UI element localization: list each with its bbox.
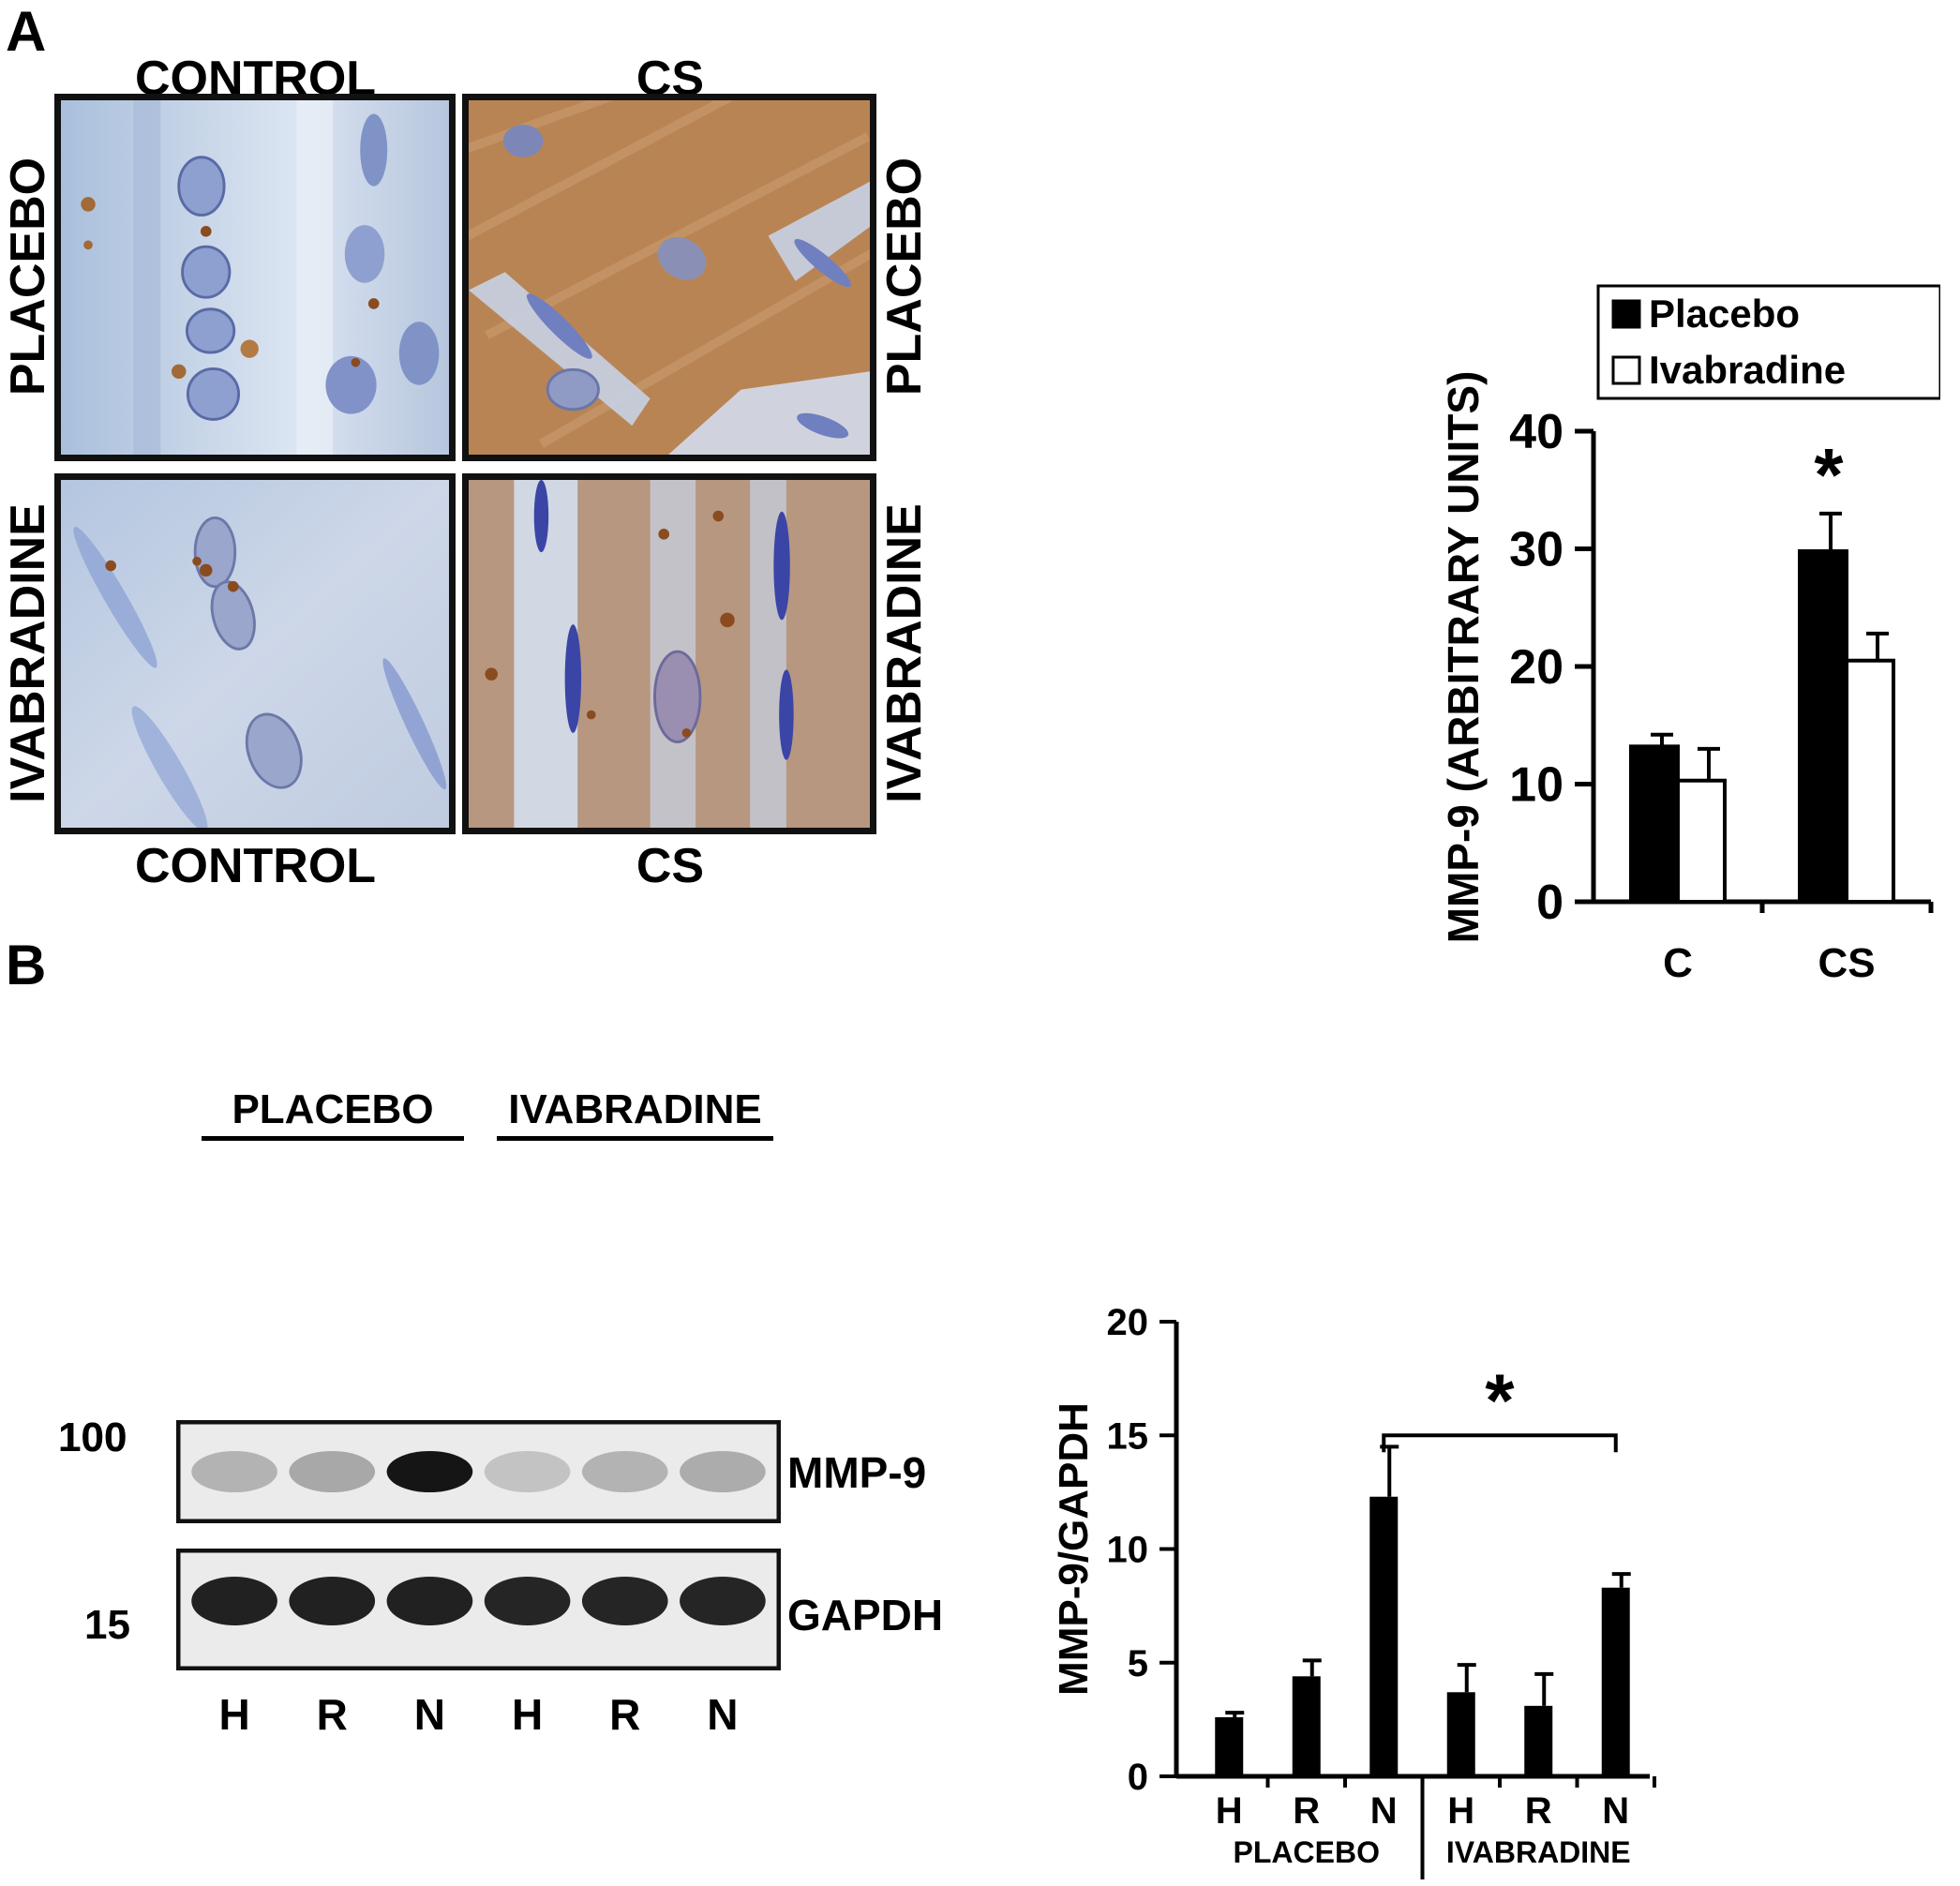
lane-label: H — [511, 1690, 544, 1739]
row-label-ivabradine-left: IVABRADINE — [1, 503, 55, 803]
y-tick-label: 40 — [1509, 405, 1564, 459]
micrograph-cs-ivabradine — [462, 473, 876, 834]
panel-b-letter: B — [6, 934, 47, 996]
row-label-ivabradine-right-box: IVABRADINE — [876, 473, 933, 834]
bar-n-2 — [1369, 1496, 1399, 1776]
mmp9-frame — [176, 1420, 781, 1523]
mmp9-band — [289, 1451, 376, 1492]
row-label-ivabradine-right: IVABRADINE — [877, 503, 932, 803]
lane-label: R — [316, 1690, 348, 1739]
lane-label: R — [609, 1690, 641, 1739]
y-tick-label: 15 — [1107, 1415, 1149, 1457]
lane-label: N — [707, 1690, 739, 1739]
chart-mmp9-arbitrary-units: 0 10 20 30 40 MMP-9 (ARBITRARY UNITS) C CS * Plac… — [1439, 284, 1940, 986]
y-tick-label: 30 — [1509, 523, 1564, 577]
blot-mmp9 — [176, 1420, 781, 1523]
legend-box — [1596, 284, 1940, 400]
blot-label-mmp9: MMP-9 — [787, 1448, 927, 1497]
gapdh-band — [581, 1577, 668, 1625]
bar-h-3 — [1446, 1692, 1475, 1776]
mmp9-band — [191, 1451, 277, 1492]
y-axis-label: MMP-9/GAPDH — [1051, 1402, 1097, 1696]
y-tick-label: 5 — [1128, 1643, 1148, 1684]
micrograph-cs-placebo — [462, 94, 876, 461]
y-axis-label: MMP-9 (ARBITRARY UNITS) — [1439, 371, 1488, 944]
legend-label-placebo: Placebo — [1649, 292, 1800, 336]
row-label-placebo-left: PLACEBO — [1, 157, 55, 397]
row-label-placebo-left-box: PLACEBO — [0, 94, 56, 459]
lane-label: N — [413, 1690, 446, 1739]
mmp9-band — [484, 1451, 571, 1492]
significance-asterisk: * — [1485, 1358, 1515, 1442]
gapdh-frame — [176, 1549, 781, 1670]
gapdh-band — [386, 1577, 473, 1625]
col-label-cs-bottom: CS — [636, 839, 705, 893]
bar-ivabradine-cs — [1845, 658, 1895, 904]
blot-group-line-ivabradine — [497, 1136, 773, 1141]
bar-ivabradine-c — [1676, 778, 1727, 904]
blot-label-gapdh: GAPDH — [787, 1591, 944, 1639]
blot-group-label-placebo: PLACEBO — [232, 1086, 434, 1132]
x-tick-label: H — [1447, 1790, 1474, 1832]
significance-bracket — [1382, 1433, 1618, 1453]
legend-label-ivabradine: Ivabradine — [1649, 348, 1846, 392]
y-tick-label: 0 — [1536, 876, 1564, 930]
row-label-ivabradine-left-box: IVABRADINE — [0, 473, 56, 834]
col-label-control-bottom: CONTROL — [134, 839, 377, 893]
blot-group-label-ivabradine: IVABRADINE — [508, 1086, 762, 1132]
bar-placebo-cs — [1798, 549, 1848, 904]
bar-r-1 — [1292, 1676, 1321, 1776]
y-tick-label: 10 — [1107, 1530, 1149, 1571]
x-tick-label: N — [1602, 1790, 1629, 1832]
bar-r-4 — [1524, 1705, 1553, 1776]
lane-label: H — [218, 1690, 250, 1739]
y-tick-label: 0 — [1128, 1757, 1148, 1798]
panel-a-letter: A — [6, 0, 47, 63]
gapdh-band — [289, 1577, 376, 1625]
bar-h-0 — [1215, 1716, 1244, 1776]
legend-swatch-placebo — [1611, 299, 1641, 329]
micrograph-control-ivabradine — [54, 473, 456, 834]
blot-group-line-placebo — [202, 1136, 464, 1141]
mmp9-band — [581, 1451, 668, 1492]
row-label-placebo-right: PLACEBO — [877, 157, 932, 397]
y-tick-label: 20 — [1509, 640, 1564, 695]
bar-placebo-c — [1629, 744, 1680, 904]
mw-marker-15: 15 — [84, 1602, 130, 1648]
gapdh-band — [680, 1577, 766, 1625]
mmp9-band — [386, 1451, 473, 1492]
gapdh-band — [191, 1577, 277, 1625]
y-tick-label: 10 — [1509, 758, 1564, 813]
legend-swatch-ivabradine — [1611, 355, 1641, 385]
blot-gapdh — [176, 1549, 781, 1670]
y-tick-label: 20 — [1107, 1302, 1149, 1343]
micrograph-control-placebo — [54, 94, 456, 461]
bar-n-5 — [1601, 1587, 1630, 1776]
mw-marker-100: 100 — [58, 1414, 127, 1460]
x-group-label: IVABRADINE — [1446, 1835, 1631, 1869]
x-group-label: PLACEBO — [1234, 1835, 1380, 1869]
gapdh-band — [484, 1577, 571, 1625]
significance-asterisk: * — [1814, 433, 1844, 516]
x-tick-label: R — [1293, 1790, 1320, 1832]
x-tick-label: CS — [1818, 940, 1875, 986]
x-tick-label: N — [1370, 1790, 1398, 1832]
x-tick-label: R — [1525, 1790, 1552, 1832]
mmp9-band — [680, 1451, 766, 1492]
row-label-placebo-right-box: PLACEBO — [876, 94, 933, 459]
mw-marker-100: 100 — [58, 1414, 127, 1460]
x-tick-label: H — [1216, 1790, 1243, 1832]
x-tick-label: C — [1663, 940, 1693, 986]
